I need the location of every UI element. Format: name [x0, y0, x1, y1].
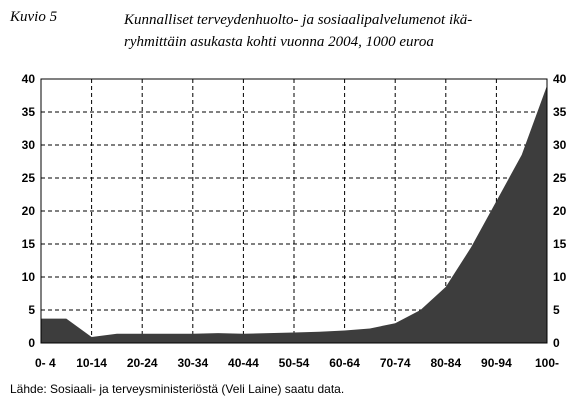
y-tick-label-left: 5 [28, 303, 35, 317]
x-tick-label: 100- [535, 356, 559, 370]
plot-frame [40, 78, 548, 344]
y-tick-label-left: 10 [22, 270, 36, 284]
chart-title: Kunnalliset terveydenhuolto- ja sosiaali… [124, 9, 564, 53]
chart-title-line-2: ryhmittäin asukasta kohti vuonna 2004, 1… [124, 34, 434, 50]
x-tick-label: 70-74 [380, 356, 411, 370]
y-tick-label-right: 25 [553, 171, 567, 185]
y-tick-label-left: 30 [22, 138, 36, 152]
y-tick-label-left: 15 [22, 237, 36, 251]
y-tick-label-left: 35 [22, 105, 36, 119]
y-tick-label-right: 5 [553, 303, 560, 317]
figure-label: Kuvio 5 [10, 9, 58, 25]
y-tick-label-right: 35 [553, 105, 567, 119]
chart-title-line-1: Kunnalliset terveydenhuolto- ja sosiaali… [124, 12, 473, 28]
x-tick-label: 40-44 [228, 356, 259, 370]
x-axis: 0- 4 10-14 20-24 30-34 40-44 50-54 60-64 70-74 8… [35, 356, 559, 370]
y-tick-label-left: 40 [22, 72, 36, 86]
y-tick-label-right: 20 [553, 204, 567, 218]
x-tick-label: 50-54 [279, 356, 310, 370]
area-series [41, 85, 547, 343]
x-tick-label: 20-24 [127, 356, 158, 370]
grid-lines [41, 79, 547, 343]
y-axis-right: 0 5 10 15 20 25 30 35 40 [553, 72, 567, 350]
y-tick-label-right: 15 [553, 237, 567, 251]
y-tick-label-right: 0 [553, 336, 560, 350]
x-tick-label: 30-34 [177, 356, 208, 370]
y-axis-left: 0 5 10 15 20 25 30 35 40 [22, 72, 36, 350]
x-tick-label: 10-14 [76, 356, 107, 370]
y-tick-label-left: 20 [22, 204, 36, 218]
y-tick-label-left: 25 [22, 171, 36, 185]
x-tick-label: 60-64 [329, 356, 360, 370]
y-tick-label-left: 0 [28, 336, 35, 350]
y-tick-label-right: 40 [553, 72, 567, 86]
x-tick-label: 80-84 [430, 356, 461, 370]
y-tick-label-right: 10 [553, 270, 567, 284]
x-tick-label: 90-94 [481, 356, 512, 370]
x-tick-label: 0- 4 [35, 356, 56, 370]
y-tick-label-right: 30 [553, 138, 567, 152]
source-note: Lähde: Sosiaali- ja terveysministeriöstä… [10, 382, 345, 396]
